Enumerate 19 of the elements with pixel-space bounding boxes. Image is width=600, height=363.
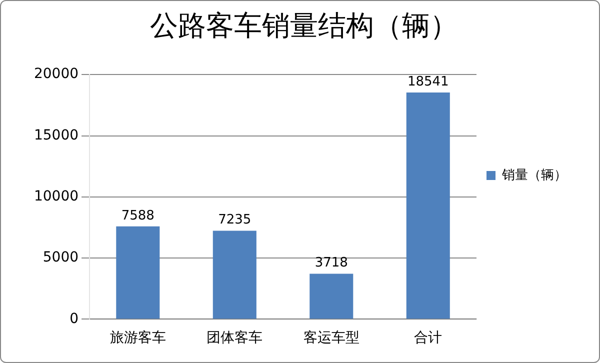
bar: [116, 226, 160, 319]
y-tick-label: 20000: [34, 66, 79, 82]
y-tick-label: 5000: [42, 250, 79, 266]
x-tick-label: 团体客车: [206, 330, 263, 346]
y-tick-label: 0: [70, 310, 79, 327]
bar: [212, 230, 256, 319]
data-label: 7588: [121, 208, 154, 224]
bar: [406, 92, 450, 319]
x-tick-label: 合计: [414, 330, 442, 346]
data-label: 18541: [407, 74, 449, 90]
data-label: 7235: [218, 212, 252, 228]
y-tick-label: 15000: [34, 127, 79, 144]
legend-label: 销量（辆）: [501, 168, 567, 183]
x-tick-label: 旅游客车: [110, 330, 166, 346]
bar: [310, 274, 354, 319]
x-tick-label: 客运车型: [303, 330, 360, 346]
data-label: 3718: [314, 256, 348, 271]
y-tick-label: 10000: [34, 188, 79, 205]
chart-title: 公路客车销量结构（辆）: [150, 9, 458, 42]
